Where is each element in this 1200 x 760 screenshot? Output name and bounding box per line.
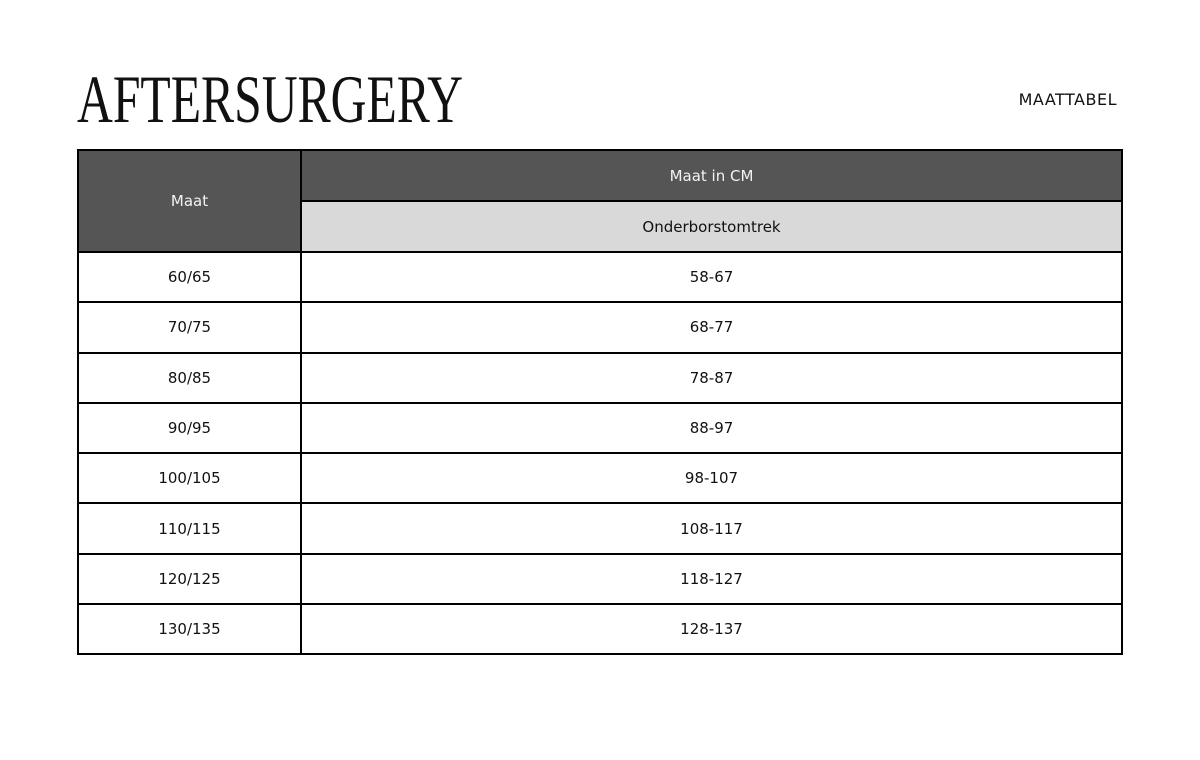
table-row: 80/85 78-87 xyxy=(77,351,1123,404)
size-cell: 60/65 xyxy=(77,250,302,304)
brand-logo: AFTERSURGERY xyxy=(77,70,463,130)
size-table: Maat Maat in CM Onderborstomtrek 60/65 58… xyxy=(77,149,1123,656)
table-row: 110/115 108-117 xyxy=(77,502,1123,555)
table-row: 70/75 68-77 xyxy=(77,301,1123,354)
table-row: 130/135 128-137 xyxy=(77,603,1123,656)
size-cell: 70/75 xyxy=(77,301,302,354)
logo-text: AFTERSURGERY xyxy=(77,70,463,130)
range-cell: 128-137 xyxy=(300,603,1123,656)
range-cell: 108-117 xyxy=(300,502,1123,555)
size-cell: 110/115 xyxy=(77,502,302,555)
document-label: MAATTABEL xyxy=(1018,90,1117,109)
size-cell: 80/85 xyxy=(77,351,302,404)
size-cell: 90/95 xyxy=(77,401,302,455)
range-cell: 68-77 xyxy=(300,301,1123,354)
range-cell: 78-87 xyxy=(300,351,1123,404)
group-header: Maat in CM xyxy=(300,149,1123,202)
size-column-header: Maat xyxy=(77,149,302,253)
size-cell: 130/135 xyxy=(77,603,302,656)
range-cell: 118-127 xyxy=(300,552,1123,606)
table-row: 100/105 98-107 xyxy=(77,452,1123,505)
table-row: 90/95 88-97 xyxy=(77,401,1123,455)
range-cell: 98-107 xyxy=(300,452,1123,505)
size-cell: 120/125 xyxy=(77,552,302,606)
table-row: 60/65 58-67 xyxy=(77,250,1123,304)
range-cell: 88-97 xyxy=(300,401,1123,455)
table-row: 120/125 118-127 xyxy=(77,552,1123,606)
measurement-header: Onderborstomtrek xyxy=(300,200,1123,253)
size-cell: 100/105 xyxy=(77,452,302,505)
range-cell: 58-67 xyxy=(300,250,1123,304)
